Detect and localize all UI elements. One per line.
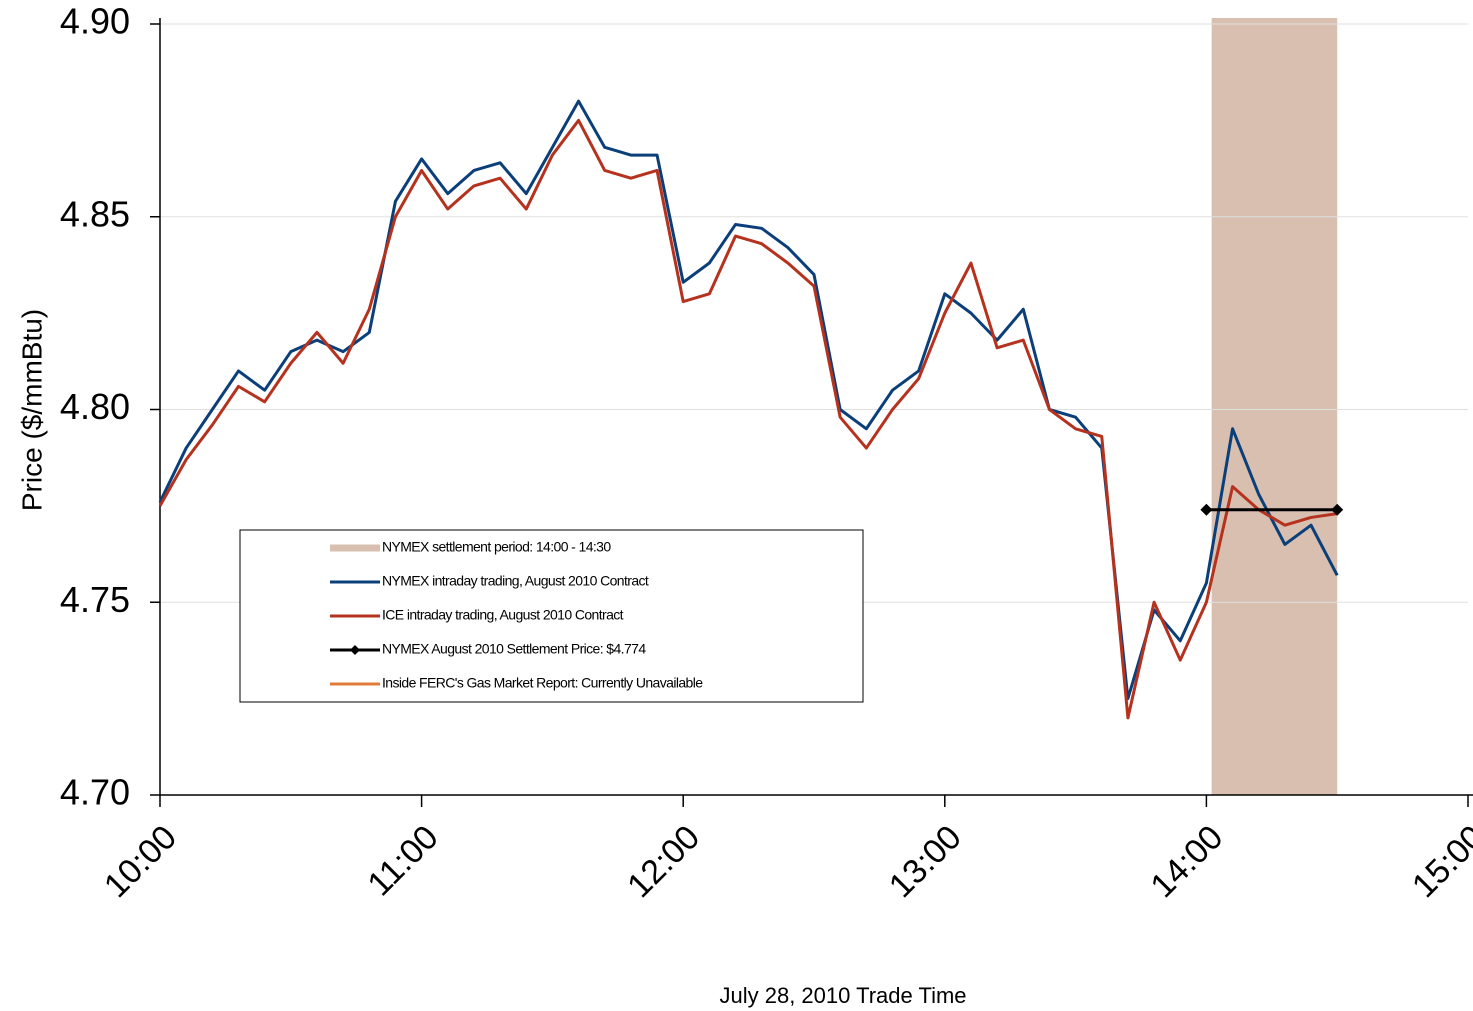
x-tick-label: 11:00: [360, 818, 445, 903]
x-tick-label: 10:00: [97, 818, 184, 905]
x-tick-label: 12:00: [620, 818, 707, 905]
x-tick-label: 14:00: [1143, 818, 1230, 905]
y-tick-label: 4.90: [60, 1, 130, 42]
y-tick-label: 4.80: [60, 386, 130, 427]
legend-label: NYMEX intraday trading, August 2010 Cont…: [382, 573, 649, 589]
legend-label: NYMEX August 2010 Settlement Price: $4.7…: [382, 641, 646, 657]
marker: [1331, 503, 1344, 516]
y-tick-label: 4.70: [60, 772, 130, 813]
y-axis-title: Price ($/mmBtu): [16, 309, 47, 511]
legend-marker: [350, 645, 360, 655]
legend-label: NYMEX settlement period: 14:00 - 14:30: [382, 539, 611, 555]
y-tick-label: 4.85: [60, 193, 130, 234]
settlement-period: [1211, 18, 1338, 795]
x-axis-title: July 28, 2010 Trade Time: [719, 983, 966, 1008]
x-tick-label: 13:00: [882, 818, 969, 905]
legend-label: Inside FERC's Gas Market Report: Current…: [382, 675, 703, 691]
x-tick-label: 15:00: [1405, 818, 1473, 905]
y-tick-label: 4.75: [60, 579, 130, 620]
legend-label: ICE intraday trading, August 2010 Contra…: [382, 607, 624, 623]
marker: [1200, 503, 1213, 516]
series-line: [158, 118, 1338, 720]
